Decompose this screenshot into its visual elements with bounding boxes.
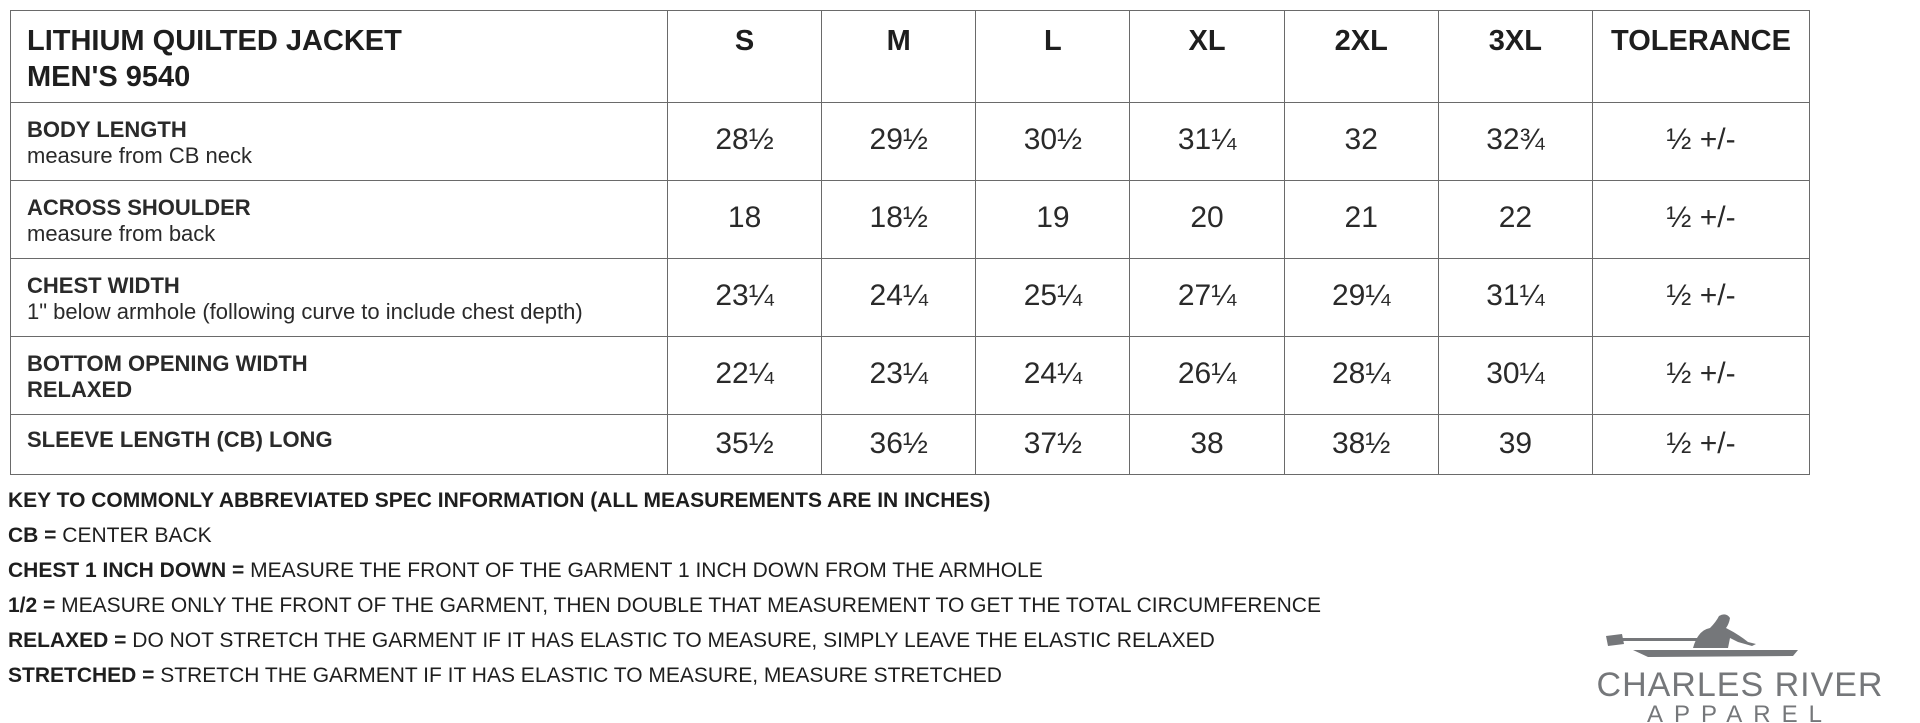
measurement-value: 20	[1129, 180, 1285, 259]
measurement-value: 37½	[975, 414, 1131, 475]
svg-text:APPAREL: APPAREL	[1647, 701, 1833, 723]
table-row: CHEST WIDTH 1" below armhole (following c…	[10, 258, 1810, 337]
key-term: 1/2 =	[8, 594, 56, 617]
measurement-name: ACROSS SHOULDER	[27, 195, 251, 220]
measurement-value: 38	[1129, 414, 1285, 475]
measurement-label: BOTTOM OPENING WIDTH RELAXED	[10, 336, 668, 415]
measurement-note: measure from CB neck	[27, 143, 252, 168]
tolerance-header: TOLERANCE	[1592, 10, 1810, 103]
key-definition: MEASURE ONLY THE FRONT OF THE GARMENT, T…	[55, 594, 1321, 617]
key-item: CHEST 1 INCH DOWN = MEASURE THE FRONT OF…	[8, 553, 1321, 588]
measurement-label: SLEEVE LENGTH (CB) LONG	[10, 414, 668, 475]
key-term: STRETCHED =	[8, 664, 155, 687]
tolerance-value: ½ +/-	[1592, 414, 1810, 475]
key-term: CB =	[8, 524, 57, 547]
measurement-value: 22	[1437, 180, 1594, 259]
measurement-value: 38½	[1283, 414, 1439, 475]
measurement-value: 31¼	[1129, 102, 1285, 181]
key-definition: DO NOT STRETCH THE GARMENT IF IT HAS ELA…	[126, 629, 1215, 652]
measurement-value: 32	[1283, 102, 1439, 181]
measurement-value: 25¼	[975, 258, 1131, 337]
measurement-value: 36½	[821, 414, 977, 475]
measurement-value: 27¼	[1129, 258, 1285, 337]
measurement-name: SLEEVE LENGTH (CB) LONG	[27, 427, 333, 452]
size-header: S	[666, 10, 823, 103]
product-title: LITHIUM QUILTED JACKET MEN'S 9540	[10, 10, 668, 103]
key-definition: MEASURE THE FRONT OF THE GARMENT 1 INCH …	[244, 559, 1043, 582]
measurement-name: CHEST WIDTH	[27, 273, 180, 298]
size-header: L	[975, 10, 1131, 103]
key-definition: STRETCH THE GARMENT IF IT HAS ELASTIC TO…	[154, 664, 1002, 687]
product-style: MEN'S 9540	[27, 61, 191, 93]
measurement-note: RELAXED	[27, 377, 133, 402]
measurement-value: 24¼	[975, 336, 1131, 415]
key-definition: CENTER BACK	[56, 524, 212, 547]
measurement-value: 30¼	[1437, 336, 1594, 415]
measurement-label: BODY LENGTH measure from CB neck	[10, 102, 668, 181]
key-term: CHEST 1 INCH DOWN =	[8, 559, 245, 582]
measurement-label: ACROSS SHOULDER measure from back	[10, 180, 668, 259]
key-item: CB = CENTER BACK	[8, 518, 1321, 553]
key-item: 1/2 = MEASURE ONLY THE FRONT OF THE GARM…	[8, 588, 1321, 623]
measurement-value: 19	[975, 180, 1131, 259]
measurement-value: 23¼	[666, 258, 823, 337]
header-row: LITHIUM QUILTED JACKET MEN'S 9540 S M L X…	[10, 10, 1810, 103]
measurement-value: 21	[1283, 180, 1439, 259]
measurement-note: measure from back	[27, 221, 216, 246]
measurement-value: 22¼	[666, 336, 823, 415]
measurement-value: 28½	[666, 102, 823, 181]
size-header: XL	[1129, 10, 1285, 103]
tolerance-value: ½ +/-	[1592, 258, 1810, 337]
measurement-value: 29¼	[1283, 258, 1439, 337]
size-header: M	[821, 10, 977, 103]
measurement-name: BOTTOM OPENING WIDTH	[27, 351, 308, 376]
product-name: LITHIUM QUILTED JACKET	[27, 25, 402, 57]
abbreviation-key: KEY TO COMMONLY ABBREVIATED SPEC INFORMA…	[8, 483, 1321, 693]
measurement-value: 18	[666, 180, 823, 259]
tolerance-value: ½ +/-	[1592, 180, 1810, 259]
svg-text:CHARLES RIVER: CHARLES RIVER	[1597, 666, 1884, 704]
measurement-value: 26¼	[1129, 336, 1285, 415]
measurement-value: 29½	[821, 102, 977, 181]
measurement-note: 1" below armhole (following curve to inc…	[27, 299, 583, 324]
key-heading: KEY TO COMMONLY ABBREVIATED SPEC INFORMA…	[8, 489, 991, 512]
charles-river-apparel-logo: CHARLES RIVER APPAREL	[1597, 614, 1884, 723]
key-item: STRETCHED = STRETCH THE GARMENT IF IT HA…	[8, 658, 1321, 693]
table-row: ACROSS SHOULDER measure from back 18 18½ 19 2…	[10, 180, 1810, 259]
size-spec-table: LITHIUM QUILTED JACKET MEN'S 9540 S M L X…	[10, 10, 1810, 475]
measurement-value: 24¼	[821, 258, 977, 337]
measurement-value: 30½	[975, 102, 1131, 181]
measurement-value: 28¼	[1283, 336, 1439, 415]
table-row: SLEEVE LENGTH (CB) LONG 35½ 36½ 37½ 38 38½ 39 ½…	[10, 414, 1810, 475]
measurement-value: 31¼	[1437, 258, 1594, 337]
measurement-value: 32¾	[1437, 102, 1594, 181]
key-term: RELAXED =	[8, 629, 127, 652]
measurement-value: 35½	[666, 414, 823, 475]
key-item: RELAXED = DO NOT STRETCH THE GARMENT IF …	[8, 623, 1321, 658]
size-header: 2XL	[1283, 10, 1439, 103]
measurement-value: 23¼	[821, 336, 977, 415]
tolerance-value: ½ +/-	[1592, 336, 1810, 415]
measurement-name: BODY LENGTH	[27, 117, 187, 142]
measurement-value: 18½	[821, 180, 977, 259]
table-row: BODY LENGTH measure from CB neck 28½ 29½ 30½…	[10, 102, 1810, 181]
tolerance-value: ½ +/-	[1592, 102, 1810, 181]
table-row: BOTTOM OPENING WIDTH RELAXED 22¼ 23¼ 24¼ 26¼ 2…	[10, 336, 1810, 415]
size-header: 3XL	[1437, 10, 1594, 103]
measurement-value: 39	[1437, 414, 1594, 475]
measurement-label: CHEST WIDTH 1" below armhole (following c…	[10, 258, 668, 337]
